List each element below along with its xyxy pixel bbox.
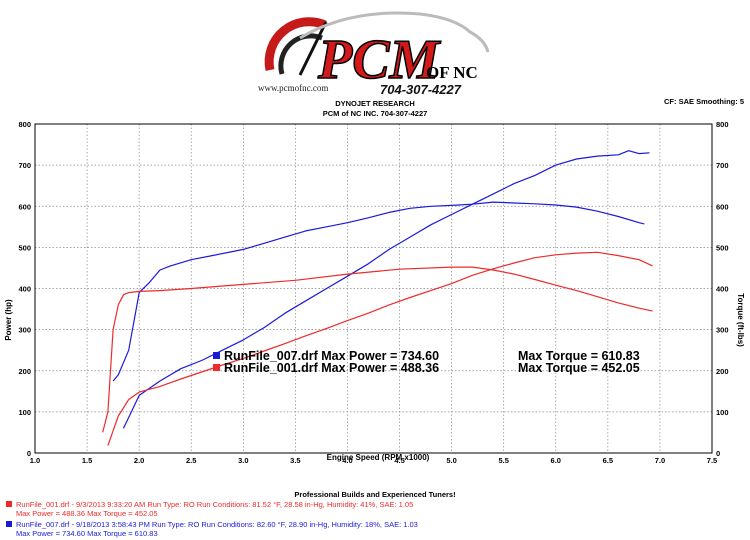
run-007-max-values: Max Power = 734.60 Max Torque = 610.83 xyxy=(16,529,158,538)
x-tick-label: 5.5 xyxy=(498,456,508,465)
x-tick-label: 2.5 xyxy=(186,456,196,465)
y2-tick-label: 100 xyxy=(716,408,729,417)
x-tick-label: 2.0 xyxy=(134,456,144,465)
grid xyxy=(34,123,713,454)
x-tick-label: 7.5 xyxy=(707,456,717,465)
y-tick-label: 200 xyxy=(18,367,31,376)
y2-tick-label: 700 xyxy=(716,161,729,170)
series-line-2 xyxy=(107,251,653,446)
annotation-torque: Max Torque = 610.83 xyxy=(518,349,640,363)
logo-phone: 704-307-4227 xyxy=(380,82,462,97)
series-group xyxy=(102,150,653,446)
x-tick-label: 3.0 xyxy=(238,456,248,465)
y-tick-label: 400 xyxy=(18,285,31,294)
y-axis-label: Power (hp) xyxy=(4,299,13,341)
x-tick-label: 3.5 xyxy=(290,456,300,465)
y2-tick-label: 800 xyxy=(716,120,729,129)
plot-frame xyxy=(34,123,713,454)
run-001-max-values: Max Power = 488.36 Max Torque = 452.05 xyxy=(16,509,158,518)
y-tick-label: 700 xyxy=(18,161,31,170)
x-tick-label: 5.0 xyxy=(446,456,456,465)
run-001-details: RunFile_001.drf - 9/3/2013 9:33:20 AM Ru… xyxy=(16,500,414,509)
y-tick-label: 600 xyxy=(18,202,31,211)
logo-brand-suffix: OF NC xyxy=(426,63,478,82)
logo-website: www.pcmofnc.com xyxy=(258,83,328,93)
annotation-swatch xyxy=(213,364,220,371)
y-tick-label: 0 xyxy=(27,449,31,458)
annotation-torque: Max Torque = 452.05 xyxy=(518,361,640,375)
axes: 1.0 1.5 2.0 2.5 3.0 3.5 4.0 4.5 5.0 5.5 6.0 6.5 7.0 7… xyxy=(18,120,728,465)
x-tick-label: 1.0 xyxy=(30,456,40,465)
x-tick-label: 1.5 xyxy=(82,456,92,465)
series-line-1 xyxy=(112,201,645,382)
x-tick-label: 4.5 xyxy=(394,456,404,465)
x-tick-label: 6.5 xyxy=(603,456,613,465)
y2-axis-label: Torque (ft-lbs) xyxy=(736,293,745,347)
y2-tick-label: 200 xyxy=(716,367,729,376)
settings-label: CF: SAE Smoothing: 5 xyxy=(664,97,744,106)
run-007-color-swatch xyxy=(6,521,12,527)
y-tick-label: 100 xyxy=(18,408,31,417)
y2-tick-label: 0 xyxy=(716,449,720,458)
y-tick-label: 500 xyxy=(18,243,31,252)
annotation-power: RunFile_001.drf Max Power = 488.36 xyxy=(224,361,439,375)
footer-tagline: Professional Builds and Experienced Tune… xyxy=(294,490,456,499)
x-tick-label: 6.0 xyxy=(551,456,561,465)
annotation-swatch xyxy=(213,352,220,359)
x-tick-label: 7.0 xyxy=(655,456,665,465)
y2-tick-label: 300 xyxy=(716,326,729,335)
dyno-chart: 1.0 1.5 2.0 2.5 3.0 3.5 4.0 4.5 5.0 5.5 6.0 6.5 7.0 7… xyxy=(4,120,745,465)
run-007-details: RunFile_007.drf - 9/18/2013 3:58:43 PM R… xyxy=(16,520,418,529)
y-tick-label: 300 xyxy=(18,326,31,335)
y2-tick-label: 400 xyxy=(716,285,729,294)
annotation-power: RunFile_007.drf Max Power = 734.60 xyxy=(224,349,439,363)
y-tick-label: 800 xyxy=(18,120,31,129)
run-001-color-swatch xyxy=(6,501,12,507)
y2-tick-label: 500 xyxy=(716,243,729,252)
header-line2: PCM of NC INC. 704-307-4227 xyxy=(322,109,428,118)
y2-tick-label: 600 xyxy=(716,202,729,211)
series-line-0 xyxy=(122,150,650,429)
logo-brand: PCM xyxy=(317,29,442,91)
pcm-logo: PCM OF NC 704-307-4227 www.pcmofnc.com xyxy=(258,11,490,97)
x-axis-label: Engine Speed (RPM x1000) xyxy=(327,453,430,462)
x-tick-label: 4.0 xyxy=(342,456,352,465)
annotation-group: RunFile_007.drf Max Power = 734.60 Max To… xyxy=(213,349,640,375)
series-line-3 xyxy=(102,266,653,433)
header-line1: DYNOJET RESEARCH xyxy=(335,99,415,108)
